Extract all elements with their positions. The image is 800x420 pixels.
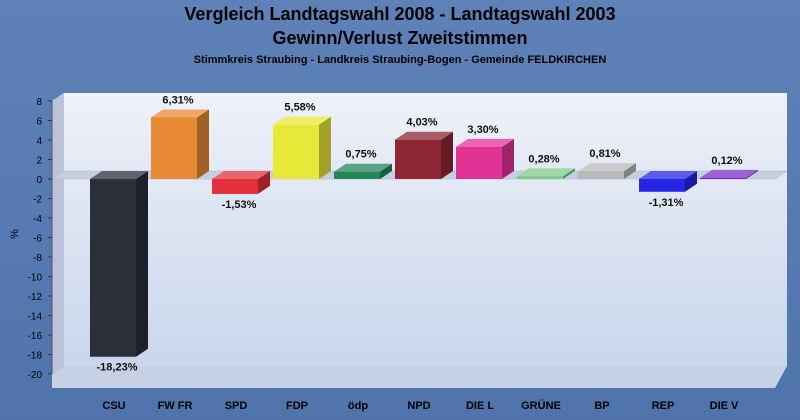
x-tick-label: GRÜNE [521,399,561,412]
bar [700,177,746,179]
y-tick-label: -16 [28,331,43,342]
bar [578,171,624,179]
bar-top [639,171,697,179]
bar [212,179,258,194]
bar-top [395,131,453,140]
y-tick-label: 6 [36,117,42,128]
y-tick-label: -18 [28,351,43,362]
bar-value-label: -18,23% [97,362,138,374]
bar-top [90,171,148,179]
y-tick-label: 2 [36,156,42,167]
bar-top [273,116,331,125]
bar-side [441,131,453,179]
plot-left-wall [52,93,64,374]
bar-value-label: -1,31% [649,197,684,209]
x-tick-label: BP [594,400,609,412]
x-tick-label: DIE L [466,400,494,412]
x-tick-label: FW FR [158,400,193,412]
x-tick-label: DIE V [710,400,739,412]
y-tick-label: 0 [36,175,42,186]
x-tick-label: SPD [225,400,248,412]
y-tick-label: -14 [28,312,43,323]
x-tick-label: CSU [102,400,125,412]
bar [639,179,685,192]
bar [90,179,136,357]
bar-value-label: -1,53% [222,199,257,211]
bar-side [197,109,209,179]
bar [273,124,319,179]
bar-top [578,163,636,172]
y-axis-label: % [9,229,21,239]
bar-side [502,138,514,179]
y-tick-label: 8 [36,97,42,108]
y-tick-label: -20 [28,370,43,381]
bar-side [319,116,331,179]
bar [456,146,502,179]
bar-value-label: 0,75% [345,149,376,161]
bar-side [258,171,270,194]
x-tick-label: ödp [348,400,368,412]
y-tick-label: -8 [33,253,42,264]
bar-side [746,169,758,179]
plot-floor [52,366,787,388]
bar-side [624,163,636,179]
bar-top [517,168,575,177]
chart-subtitle: Gewinn/Verlust Zweitstimmen [272,28,528,48]
bar-value-label: 0,12% [711,155,742,167]
bar [151,117,197,179]
bar [334,171,380,179]
chart-subtitle-region: Stimmkreis Straubing - Landkreis Straubi… [193,54,607,66]
y-tick-label: -10 [28,273,43,284]
x-tick-label: NPD [407,400,430,412]
y-tick-label: -12 [28,292,43,303]
bar-side [563,168,575,179]
bar-side [136,171,148,357]
y-tick-label: -2 [33,195,42,206]
y-tick-label: -4 [33,214,42,225]
bar [517,176,563,179]
y-tick-label: -6 [33,234,42,245]
bar-value-label: 5,58% [284,102,315,114]
bar-value-label: 0,28% [528,153,559,165]
bar-top [151,109,209,118]
bar-side [380,163,392,179]
bar-value-label: 6,31% [162,94,193,106]
x-tick-label: REP [652,400,675,412]
bar-top [334,163,392,172]
chart-title: Vergleich Landtagswahl 2008 - Landtagswa… [184,4,616,24]
bar-top [212,171,270,179]
bar-value-label: 3,30% [467,124,498,136]
bar [395,139,441,179]
bar-side [685,171,697,192]
bar-top [456,138,514,147]
bar-top [700,169,758,178]
y-tick-label: 4 [36,136,42,147]
bar-value-label: 0,81% [589,148,620,160]
x-tick-label: FDP [286,400,308,412]
bar-value-label: 4,03% [406,117,437,129]
